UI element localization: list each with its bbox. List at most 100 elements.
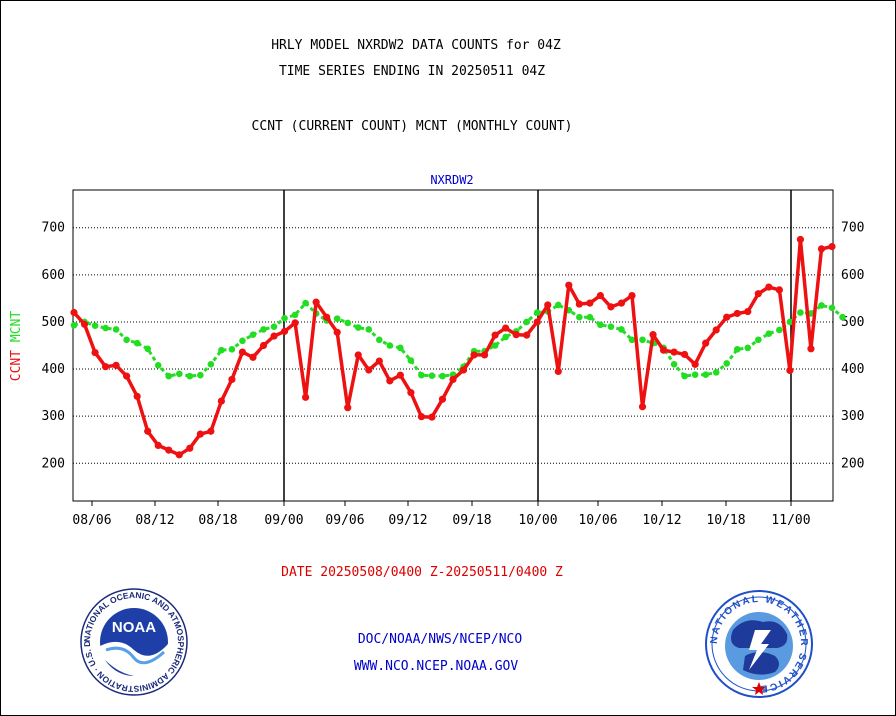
ccnt-point-20 [280, 327, 289, 335]
mcnt-point-26 [344, 319, 352, 327]
mcnt-point-8 [154, 361, 162, 369]
mcnt-point-73 [839, 313, 846, 321]
ccnt-point-13 [207, 427, 215, 435]
mcnt-point-30 [386, 342, 394, 349]
ccnt-point-40 [491, 331, 499, 339]
mcnt-point-58 [681, 372, 688, 380]
ccnt-point-23 [312, 298, 320, 306]
nws-star-icon [752, 682, 766, 695]
ylabel-mcnt: MCNT [9, 311, 24, 342]
mcnt-point-29 [376, 336, 383, 344]
ccnt-point-51 [607, 303, 615, 311]
mcnt-point-25 [333, 315, 341, 322]
ytick-right-400: 400 [841, 362, 864, 377]
mcnt-point-41 [502, 333, 509, 341]
xtick-label-11: 11/00 [771, 513, 810, 528]
chart-title-line3: CCNT (CURRENT COUNT) MCNT (MONTHLY COUNT… [251, 119, 573, 134]
ccnt-point-22 [302, 393, 310, 401]
ccnt-point-48 [575, 300, 583, 308]
ccnt-point-58 [681, 350, 689, 359]
ccnt-point-60 [702, 339, 710, 347]
org-label: DOC/NOAA/NWS/NCEP/NCO [357, 632, 523, 647]
ccnt-point-0 [70, 308, 78, 317]
ccnt-point-57 [670, 348, 678, 356]
ccnt-point-8 [154, 441, 162, 449]
mcnt-point-69 [797, 309, 804, 316]
mcnt-point-53 [628, 336, 636, 344]
ccnt-point-1 [80, 320, 89, 328]
mcnt-point-2 [91, 322, 99, 330]
ytick-right-300: 300 [841, 409, 864, 424]
mcnt-point-46 [554, 301, 562, 309]
ccnt-point-68 [786, 366, 794, 375]
mcnt-point-3 [102, 324, 109, 332]
ccnt-point-49 [586, 299, 594, 307]
ccnt-point-27 [354, 351, 362, 359]
xtick-label-8: 10/06 [578, 513, 617, 528]
ccnt-point-52 [617, 299, 626, 307]
mcnt-point-6 [133, 339, 141, 347]
ccnt-point-2 [91, 348, 99, 357]
mcnt-point-40 [491, 342, 499, 349]
ccnt-point-54 [638, 403, 647, 411]
ccnt-point-11 [186, 444, 194, 452]
ccnt-point-38 [470, 351, 478, 359]
ccnt-point-35 [438, 395, 447, 403]
ccnt-point-19 [270, 332, 278, 340]
ccnt-point-31 [396, 371, 404, 379]
mcnt-point-49 [586, 313, 594, 321]
ccnt-point-14 [217, 397, 225, 405]
xtick-label-6: 09/18 [452, 513, 491, 528]
ccnt-point-10 [175, 451, 183, 459]
mcnt-point-11 [186, 372, 194, 380]
y-axis-label: CCNT MCNT [9, 311, 24, 382]
ccnt-point-63 [733, 309, 741, 318]
xtick-label-7: 10/00 [518, 513, 557, 528]
mcnt-point-59 [691, 371, 699, 379]
mcnt-point-64 [744, 344, 752, 352]
ylabel-ccnt: CCNT [9, 342, 24, 381]
ccnt-point-21 [291, 319, 299, 327]
plot-frame [72, 189, 834, 502]
mcnt-point-20 [281, 314, 288, 322]
mcnt-point-18 [260, 326, 267, 333]
mcnt-point-65 [755, 336, 762, 344]
chart-title-line1: HRLY MODEL NXRDW2 DATA COUNTS for 04Z [271, 38, 561, 53]
ccnt-point-25 [333, 328, 341, 336]
mcnt-point-7 [144, 345, 151, 353]
mcnt-point-57 [670, 361, 678, 368]
mcnt-point-0 [70, 321, 78, 329]
mcnt-point-35 [439, 372, 446, 380]
ytick-left-500: 500 [42, 315, 65, 330]
mcnt-point-28 [365, 326, 373, 333]
ccnt-point-50 [596, 291, 604, 300]
mcnt-point-14 [218, 346, 225, 354]
ccnt-point-32 [407, 389, 415, 397]
ccnt-point-15 [228, 375, 236, 384]
ytick-left-300: 300 [42, 409, 65, 424]
ytick-right-700: 700 [841, 221, 864, 236]
ccnt-point-46 [554, 367, 562, 376]
ccnt-point-61 [712, 326, 720, 334]
ccnt-point-17 [249, 353, 257, 361]
ccnt-point-62 [723, 313, 731, 321]
mcnt-point-44 [533, 309, 541, 316]
noaa-logo: NATIONAL OCEANIC AND ATMOSPHERIC ADMINIS… [80, 588, 188, 696]
ccnt-point-37 [459, 366, 468, 374]
ccnt-point-43 [523, 331, 531, 339]
series-line-ccnt [72, 237, 833, 457]
mcnt-point-10 [175, 370, 183, 378]
date-range-label: DATE 20250508/0400 Z-20250511/0400 Z [281, 565, 563, 580]
chart-title-line2: TIME SERIES ENDING IN 20250511 04Z [278, 64, 546, 79]
nws-logo: NATIONAL WEATHER SERVICE [705, 590, 813, 698]
ccnt-point-72 [828, 242, 836, 251]
ccnt-point-64 [744, 307, 752, 316]
ccnt-point-30 [386, 377, 394, 385]
nws-lightning-icon [749, 630, 771, 670]
ccnt-point-56 [659, 346, 668, 354]
xtick-label-2: 08/18 [198, 513, 237, 528]
ccnt-point-65 [754, 290, 762, 298]
mcnt-point-67 [776, 326, 783, 334]
mcnt-point-27 [354, 324, 362, 331]
mcnt-point-22 [302, 299, 309, 307]
